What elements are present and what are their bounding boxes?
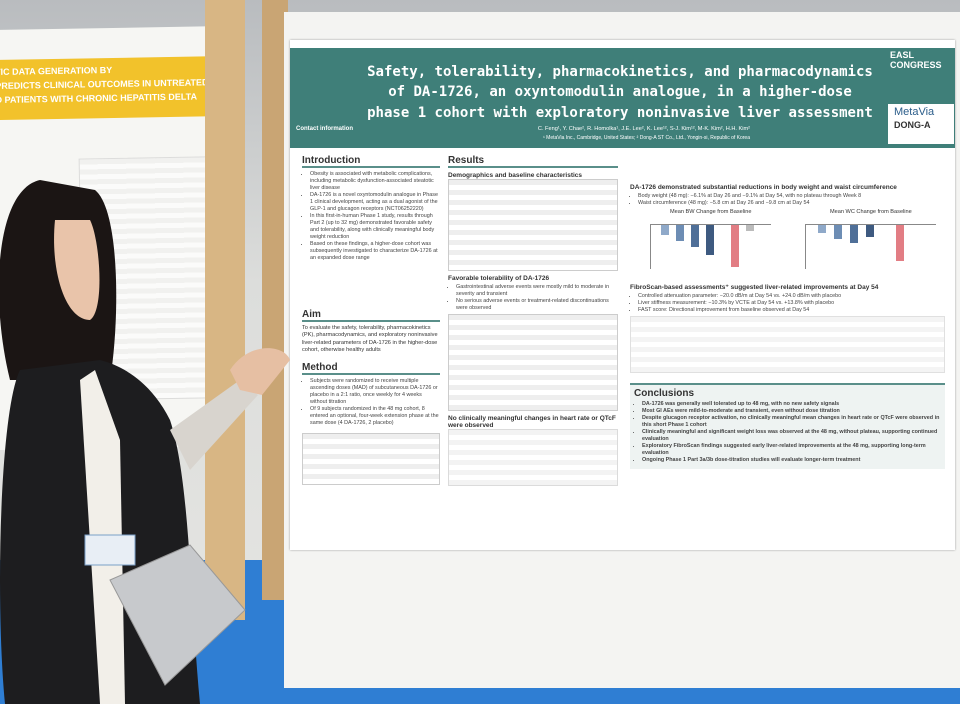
contact: Contact information	[296, 126, 353, 132]
section-heading: Conclusions	[634, 388, 695, 400]
chart-title: Mean WC Change from Baseline	[830, 209, 912, 216]
wood-post	[262, 0, 288, 600]
bullet: Based on these findings, a higher-dose c…	[310, 241, 440, 262]
right-column: DA-1726 demonstrated substantial reducti…	[630, 180, 945, 470]
bullet: Of 9 subjects randomized in the 48 mg co…	[310, 406, 440, 427]
bullet-list: Gastrointestinal adverse events were mos…	[448, 284, 618, 312]
bullet: Body weight (48 mg): −6.1% at Day 26 and…	[638, 193, 945, 200]
figure	[630, 316, 945, 374]
figure	[448, 429, 618, 487]
person	[0, 180, 290, 704]
bullet: Exploratory FibroScan findings suggested…	[642, 443, 941, 457]
subheading: No clinically meaningful changes in hear…	[448, 415, 616, 430]
logo: MetaVia	[894, 106, 935, 118]
conclusions-box: Conclusions DA-1726 was generally well t…	[630, 383, 945, 470]
logo: DONG-A	[894, 120, 931, 130]
section-heading: Method	[302, 362, 440, 376]
bullet: Subjects were randomized to receive mult…	[310, 378, 440, 406]
aim-text: To evaluate the safety, tolerability, ph…	[302, 325, 438, 353]
logo-box: MetaVia DONG-A	[888, 104, 954, 144]
poster: Safety, tolerability, pharmacokinetics, …	[290, 40, 955, 550]
table	[448, 314, 618, 412]
bullet: DA-1726 was generally well tolerated up …	[642, 401, 941, 408]
bullet-list: DA-1726 was generally well tolerated up …	[634, 401, 941, 464]
bar-shape	[850, 225, 858, 244]
method-diagram	[302, 433, 440, 486]
bullet-list: Subjects were randomized to receive mult…	[302, 378, 440, 427]
section-heading: Results	[448, 155, 618, 168]
bullet: Obesity is associated with metabolic com…	[310, 171, 440, 192]
subheading: Favorable tolerability of DA-1726	[448, 275, 550, 282]
chart	[805, 224, 936, 270]
spacer	[302, 264, 440, 309]
section-heading: Introduction	[302, 155, 440, 168]
bullet: Ongoing Phase 1 Part 3a/3b dose-titratio…	[642, 457, 941, 464]
chart	[650, 224, 771, 270]
authors: C. Feng¹, Y. Chae², R. Homolka¹, J.E. Le…	[537, 126, 750, 132]
bullet-list: Controlled attenuation parameter: −20.0 …	[630, 293, 945, 314]
logo: EASL CONGRESS	[890, 50, 942, 70]
bar-shape	[834, 225, 842, 240]
bullet: Despite glucagon receptor activation, no…	[642, 415, 941, 429]
table	[448, 179, 618, 271]
bar-shape	[818, 225, 826, 234]
figure-row: Mean BW Change from Baseline Mean WC Cha…	[630, 209, 945, 279]
bullet: DA-1726 is a novel oxyntomodulin analogu…	[310, 192, 440, 213]
bar-shape	[866, 225, 874, 238]
subheading: Demographics and baseline characteristic…	[448, 172, 583, 179]
bullet: In this first-in-human Phase 1 study, re…	[310, 213, 440, 241]
bullet: Gastrointestinal adverse events were mos…	[456, 284, 618, 298]
bullet: Liver stiffness measurement: −10.3% by V…	[638, 300, 945, 307]
poster-header: Safety, tolerability, pharmacokinetics, …	[290, 48, 955, 148]
chart-title: Mean BW Change from Baseline	[670, 209, 752, 216]
face	[54, 220, 100, 320]
bullet: Waist circumference (48 mg): −5.8 cm at …	[638, 200, 945, 207]
bar-shape	[746, 225, 754, 232]
bar-shape	[896, 225, 904, 262]
bullet: Most GI AEs were mild-to-moderate and tr…	[642, 408, 941, 415]
bullet: Controlled attenuation parameter: −20.0 …	[638, 293, 945, 300]
middle-column: Results Demographics and baseline charac…	[448, 155, 618, 487]
title-line: of DA-1726, an oxyntomodulin analogue, i…	[388, 84, 852, 101]
left-poster-header: TIC DATA GENERATION BY PREDICTS CLINICAL…	[0, 55, 233, 121]
bar-shape	[676, 225, 684, 242]
sleeve	[170, 380, 258, 470]
wood-post	[205, 0, 245, 620]
bar-shape	[706, 225, 714, 256]
axis	[651, 224, 771, 226]
bullet-list: Body weight (48 mg): −6.1% at Day 26 and…	[630, 193, 945, 207]
bullet: Clinically meaningful and significant we…	[642, 429, 941, 443]
title-line: phase 1 cohort with exploratory noninvas…	[367, 104, 873, 121]
bar-shape	[731, 225, 739, 268]
bullet: FAST score: Directional improvement from…	[638, 307, 945, 314]
subheading: DA-1726 demonstrated substantial reducti…	[630, 184, 897, 191]
tablet	[109, 544, 246, 686]
bullet: No serious adverse events or treatment-r…	[456, 298, 618, 312]
subheading: FibroScan-based assessments⁺ suggested l…	[630, 284, 879, 292]
section-heading: Aim	[302, 309, 440, 323]
title-line: D PATIENTS WITH CHRONIC HEPATITIS DELTA	[0, 91, 198, 105]
poster-title: Safety, tolerability, pharmacokinetics, …	[360, 62, 880, 123]
hand	[230, 348, 290, 395]
badge	[84, 534, 136, 566]
left-column: Introduction Obesity is associated with …	[302, 155, 440, 486]
bullet-list: Obesity is associated with metabolic com…	[302, 171, 440, 262]
title-line: Safety, tolerability, pharmacokinetics, …	[367, 64, 873, 80]
bar-shape	[661, 225, 669, 236]
affiliations: ¹ MetaVia Inc., Cambridge, United States…	[543, 135, 750, 141]
left-poster-title: TIC DATA GENERATION BY PREDICTS CLINICAL…	[0, 56, 233, 114]
bar-shape	[691, 225, 699, 248]
axis	[806, 224, 936, 226]
